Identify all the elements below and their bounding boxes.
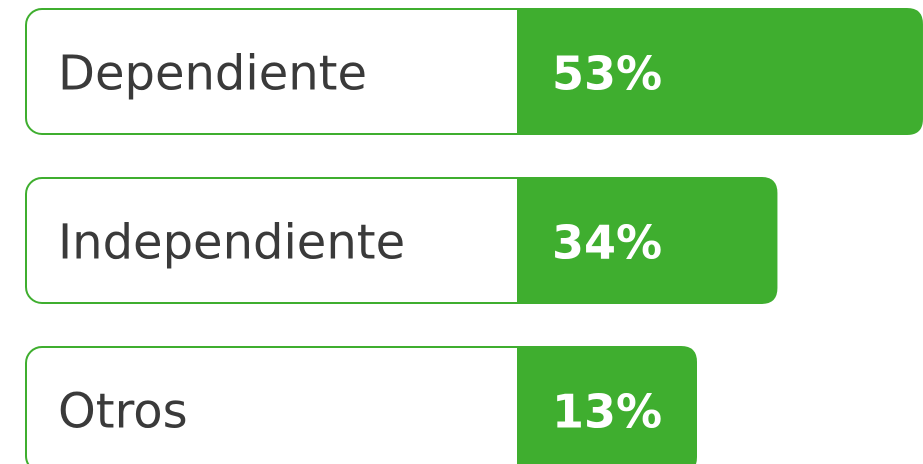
value-label: 53% bbox=[552, 47, 662, 101]
bar bbox=[517, 346, 697, 464]
value-label: 34% bbox=[552, 216, 662, 270]
value-label: 13% bbox=[552, 385, 662, 439]
category-label: Otros bbox=[58, 384, 188, 440]
category-label: Independiente bbox=[58, 215, 405, 271]
bar bbox=[517, 8, 923, 135]
category-label: Dependiente bbox=[58, 46, 367, 102]
bar bbox=[517, 177, 778, 304]
